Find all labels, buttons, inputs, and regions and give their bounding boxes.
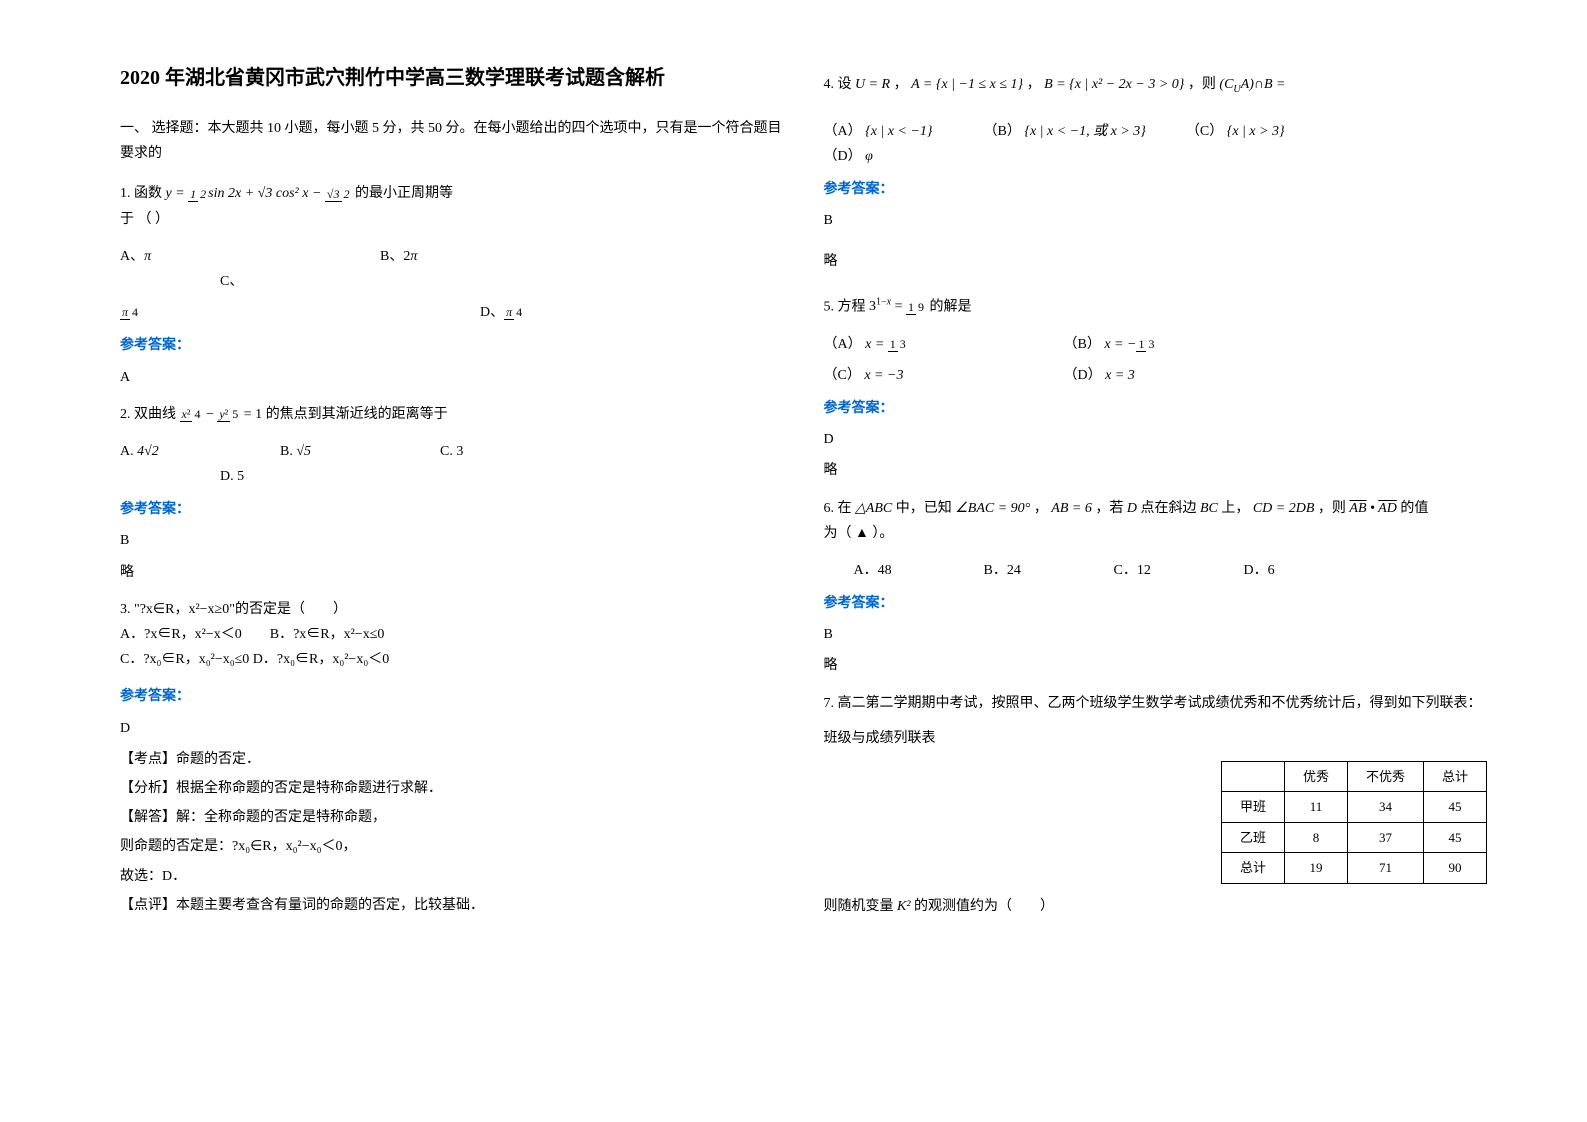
q4-result: (CUA)∩B = [1219, 77, 1285, 92]
q4-b-set: B = {x | x² − 2x − 3 > 0} [1044, 77, 1184, 92]
q1-formula: y = 12sin 2x + √3 cos² x − √32 [166, 186, 356, 201]
q1-prefix: 1. 函数 [120, 186, 162, 201]
q4-note: 略 [824, 249, 1488, 274]
q1-opt-b: B、2π [380, 244, 500, 269]
q2-answer: B [120, 528, 784, 553]
question-4: 4. 设 U = R ， A = {x | −1 ≤ x ≤ 1} ， B = … [824, 72, 1488, 99]
q6-vec: AB • AD [1349, 501, 1396, 516]
table-header: 不优秀 [1347, 762, 1423, 792]
q1-suffix: 的最小正周期等 [355, 186, 453, 201]
q6-opt-a: A．48 [854, 558, 944, 583]
table-row: 甲班 11 34 45 [1221, 792, 1486, 822]
q7-stem: 7. 高二第二学期期中考试，按照甲、乙两个班级学生数学考试成绩优秀和不优秀统计后… [824, 691, 1488, 716]
q4-options: （A） {x | x < −1} （B） {x | x < −1, 或 x > … [824, 119, 1488, 169]
q3-a6: 【点评】本题主要考查含有量词的命题的否定，比较基础． [120, 893, 784, 918]
question-5: 5. 方程 31−x = 19 的解是 [824, 294, 1488, 320]
q5-opt-a: （A） x = 13 [824, 332, 1024, 357]
q5-formula: 31−x = 19 [869, 299, 930, 314]
q5-opt-d: （D） x = 3 [1064, 363, 1184, 388]
q4-a-set: A = {x | −1 ≤ x ≤ 1} [911, 77, 1023, 92]
question-7: 7. 高二第二学期期中考试，按照甲、乙两个班级学生数学考试成绩优秀和不优秀统计后… [824, 691, 1488, 919]
q4-opt-d: （D） φ [824, 144, 944, 169]
q1-line2: 于 （ ） [120, 207, 784, 232]
q2-mid: 的焦点到其渐近线的距离等于 [266, 407, 448, 422]
q6-options: A．48 B．24 C．12 D．6 [824, 558, 1488, 583]
q2-note: 略 [120, 560, 784, 585]
q2-opt-b: B. √5 [280, 439, 400, 464]
table-row: 乙班 8 37 45 [1221, 822, 1486, 852]
answer-label: 参考答案： [120, 684, 784, 709]
question-2: 2. 双曲线 x²4 − y²5 = 1 的焦点到其渐近线的距离等于 [120, 402, 784, 427]
q5-options-row1: （A） x = 13 （B） x = −13 [824, 332, 1488, 357]
q5-answer: D [824, 427, 1488, 452]
q3-opt-ab: A．?x∈R，x²−x＜0 B．?x∈R，x²−x≤0 [120, 622, 784, 647]
q5-opt-c: （C） x = −3 [824, 363, 1024, 388]
q5-note: 略 [824, 458, 1488, 483]
q5-prefix: 5. 方程 [824, 299, 866, 314]
q4-answer: B [824, 208, 1488, 233]
q2-opt-a: A. 4√2 [120, 439, 240, 464]
q6-opt-b: B．24 [984, 558, 1074, 583]
q6-opt-c: C．12 [1114, 558, 1204, 583]
left-column: 2020 年湖北省黄冈市武穴荆竹中学高三数学理联考试题含解析 一、 选择题：本大… [100, 60, 804, 1082]
answer-label: 参考答案： [824, 591, 1488, 616]
q2-opt-c: C. 3 [440, 439, 560, 464]
page-title: 2020 年湖北省黄冈市武穴荆竹中学高三数学理联考试题含解析 [120, 60, 784, 96]
q4-prefix: 4. 设 [824, 77, 852, 92]
q1-options-row1: A、π B、2π C、 [120, 244, 784, 294]
table-header: 总计 [1423, 762, 1486, 792]
question-6: 6. 在 △ABC 中，已知 ∠BAC = 90° ， AB = 6 ，若 D … [824, 496, 1488, 546]
q6-note: 略 [824, 653, 1488, 678]
q3-a1: 【考点】命题的否定． [120, 747, 784, 772]
question-1: 1. 函数 y = 12sin 2x + √3 cos² x − √32 的最小… [120, 181, 784, 231]
table-header [1221, 762, 1284, 792]
q4-opt-a: （A） {x | x < −1} [824, 119, 944, 144]
q1-answer: A [120, 365, 784, 390]
q1-opt-d: D、π4 [480, 300, 600, 325]
answer-label: 参考答案： [824, 177, 1488, 202]
q1-opt-a: A、π [120, 244, 240, 269]
q6-opt-d: D．6 [1244, 558, 1334, 583]
q3-a3: 【解答】解：全称命题的否定是特称命题， [120, 805, 784, 830]
table-row: 优秀 不优秀 总计 [1221, 762, 1486, 792]
q2-options: A. 4√2 B. √5 C. 3 D. 5 [120, 439, 784, 489]
answer-label: 参考答案： [120, 497, 784, 522]
q3-stem: 3. "?x∈R，x²−x≥0"的否定是（ ） [120, 597, 784, 622]
answer-label: 参考答案： [824, 396, 1488, 421]
q2-opt-d: D. 5 [220, 464, 340, 489]
q5-options-row2: （C） x = −3 （D） x = 3 [824, 363, 1488, 388]
q1-opt-c-frac: π4 [120, 300, 240, 325]
q7-table: 优秀 不优秀 总计 甲班 11 34 45 乙班 8 37 45 总计 19 7… [1221, 761, 1487, 884]
q7-tail: 则随机变量 K² 的观测值约为（ ） [824, 894, 1488, 919]
q4-u: U = R [855, 77, 890, 92]
q3-a5: 故选：D． [120, 864, 784, 889]
table-header: 优秀 [1284, 762, 1347, 792]
q6-answer: B [824, 622, 1488, 647]
question-3: 3. "?x∈R，x²−x≥0"的否定是（ ） A．?x∈R，x²−x＜0 B．… [120, 597, 784, 673]
q2-prefix: 2. 双曲线 [120, 407, 176, 422]
q3-a4: 则命题的否定是：?x₀∈R，x₀²−x₀＜0， [120, 834, 784, 859]
q4-opt-b: （B） {x | x < −1, 或 x > 3} [984, 119, 1146, 144]
q7-subtitle: 班级与成绩列联表 [824, 726, 1488, 751]
answer-label: 参考答案： [120, 333, 784, 358]
q1-options-row2: π4 D、π4 [120, 300, 784, 325]
q4-opt-c: （C） {x | x > 3} [1186, 119, 1306, 144]
q3-a2: 【分析】根据全称命题的否定是特称命题进行求解． [120, 776, 784, 801]
right-column: 4. 设 U = R ， A = {x | −1 ≤ x ≤ 1} ， B = … [804, 60, 1508, 1082]
q5-opt-b: （B） x = −13 [1064, 332, 1184, 357]
q3-answer: D [120, 716, 784, 741]
q5-suffix: 的解是 [930, 299, 972, 314]
q7-k2: K² [897, 899, 911, 914]
q3-opt-cd: C．?x₀∈R，x₀²−x₀≤0 D．?x₀∈R，x₀²−x₀＜0 [120, 647, 784, 672]
q2-formula: x²4 − y²5 = 1 [180, 407, 266, 422]
table-row: 总计 19 71 90 [1221, 853, 1486, 883]
q1-opt-c: C、 [220, 269, 340, 294]
section-head: 一、 选择题：本大题共 10 小题，每小题 5 分，共 50 分。在每小题给出的… [120, 116, 784, 166]
